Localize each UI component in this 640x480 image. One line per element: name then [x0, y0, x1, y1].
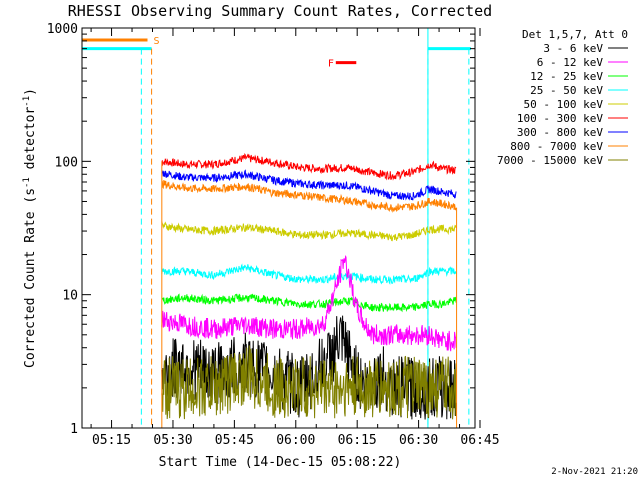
timestamp: 2-Nov-2021 21:20 [551, 467, 638, 477]
y-tick-label-0: 1 [70, 422, 78, 437]
series-line-8 [161, 345, 457, 420]
series-line-4 [161, 263, 457, 285]
saa-flag-label: S [154, 36, 160, 47]
legend-label-3: 25 - 50 keV [530, 84, 603, 97]
legend-label-6: 300 - 800 keV [517, 126, 603, 139]
series-line-5 [161, 293, 457, 313]
legend-header: Det 1,5,7, Att 0 [522, 28, 628, 41]
series-line-6 [161, 254, 457, 352]
y-tick-label-2: 100 [55, 155, 78, 170]
legend-label-2: 12 - 25 keV [530, 70, 603, 83]
plot-area: SF [82, 28, 471, 428]
x-tick-label-5: 06:30 [399, 433, 438, 448]
legend-label-8: 7000 - 15000 keV [497, 154, 603, 167]
x-tick-label-1: 05:30 [153, 433, 192, 448]
legend-label-0: 3 - 6 keV [543, 42, 603, 55]
flare-flag-label: F [328, 59, 334, 70]
legend-label-7: 800 - 7000 keV [510, 140, 603, 153]
plot-frame [81, 27, 476, 429]
series-line-2 [161, 180, 457, 213]
x-tick-label-0: 05:15 [92, 433, 131, 448]
x-axis-ticks: 05:15 05:30 05:45 06:00 06:15 06:30 06:45 [90, 28, 500, 448]
legend-label-5: 100 - 300 keV [517, 112, 603, 125]
series-line-0 [161, 153, 457, 181]
legend-label-1: 6 - 12 keV [537, 56, 604, 69]
series-line-3 [161, 221, 457, 242]
series-line-1 [161, 169, 457, 201]
legend-label-4: 50 - 100 keV [524, 98, 604, 111]
chart-title: RHESSI Observing Summary Count Rates, Co… [68, 2, 492, 20]
y-axis-label: Corrected Count Rate (s-1 detector-1) [22, 88, 38, 368]
x-tick-label-3: 06:00 [276, 433, 315, 448]
x-tick-label-2: 05:45 [215, 433, 254, 448]
y-tick-label-1: 10 [62, 289, 78, 304]
x-axis-label: Start Time (14-Dec-15 05:08:22) [159, 455, 402, 470]
y-axis-ticks: 1 10 100 1000 [47, 22, 475, 437]
x-tick-label-4: 06:15 [338, 433, 377, 448]
x-tick-label-6: 06:45 [460, 433, 499, 448]
y-tick-label-3: 1000 [47, 22, 78, 37]
